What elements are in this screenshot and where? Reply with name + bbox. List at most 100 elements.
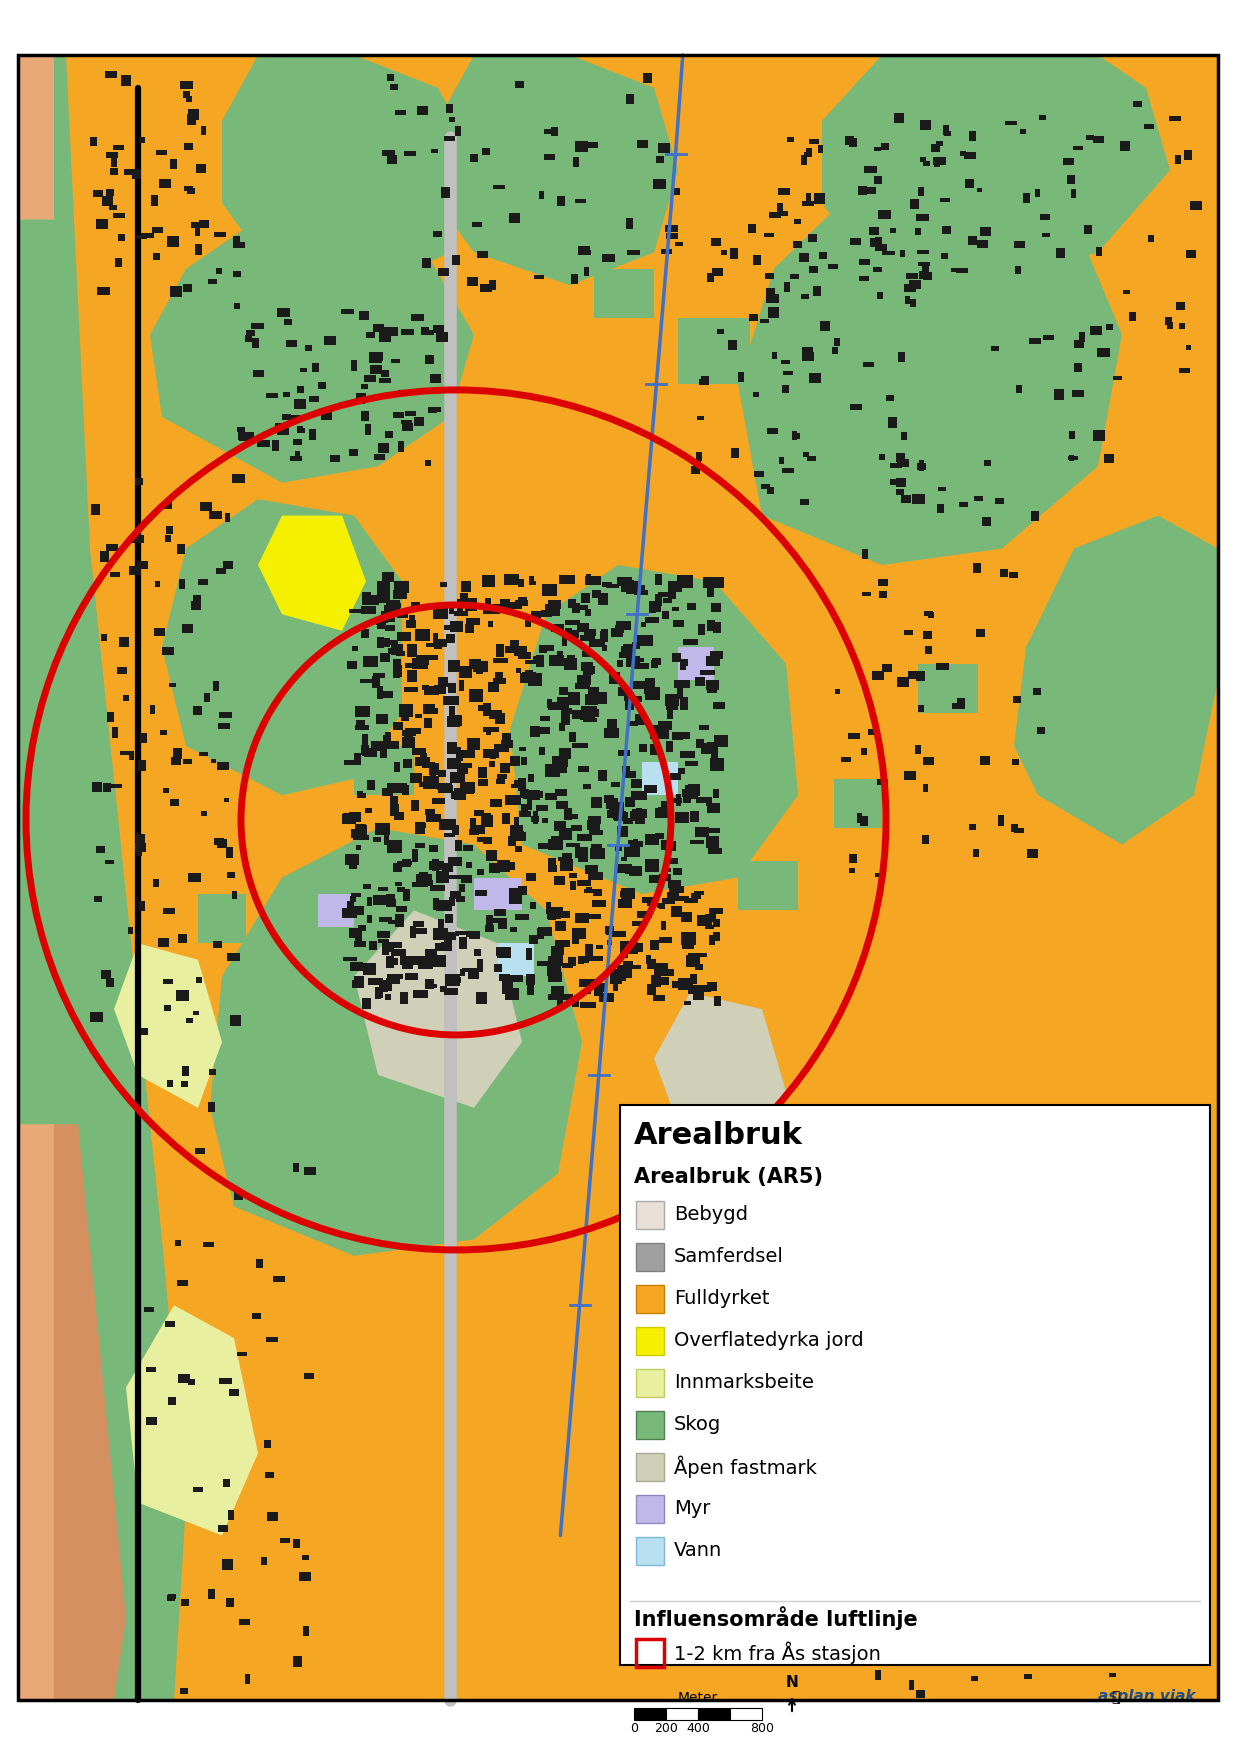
Bar [502, 741, 513, 748]
Bar [584, 890, 592, 893]
Polygon shape [19, 54, 66, 219]
Bar [362, 593, 370, 605]
Bar [675, 242, 683, 246]
Bar [549, 907, 564, 916]
Bar [302, 1555, 310, 1560]
Bar [387, 956, 394, 967]
Bar [396, 886, 405, 892]
Bar [440, 986, 446, 992]
Bar [237, 426, 244, 432]
Bar [1132, 100, 1142, 107]
Bar [309, 430, 316, 441]
Bar [705, 925, 714, 930]
Bar [228, 872, 235, 878]
Bar [483, 837, 492, 844]
Bar [923, 758, 934, 765]
Bar [616, 971, 627, 978]
Bar [387, 841, 403, 853]
Bar [1014, 240, 1025, 247]
Bar [680, 751, 695, 758]
Bar [510, 641, 519, 649]
Bar [904, 630, 913, 635]
Bar [182, 623, 193, 634]
Bar [820, 321, 830, 332]
Bar [581, 651, 591, 656]
Bar [560, 858, 572, 870]
Bar [166, 526, 173, 534]
Bar [778, 188, 789, 195]
Bar [940, 253, 948, 260]
Bar [218, 1525, 228, 1532]
Polygon shape [162, 498, 401, 795]
Bar [691, 465, 700, 474]
Bar [113, 728, 118, 737]
Bar [519, 788, 529, 799]
Bar [264, 1441, 271, 1448]
Bar [140, 734, 147, 742]
Bar [352, 646, 358, 651]
Bar [923, 784, 928, 792]
Bar [1027, 849, 1038, 858]
Bar [1014, 695, 1021, 702]
Bar [1097, 347, 1110, 356]
Bar [672, 906, 683, 916]
Bar [622, 765, 629, 777]
Bar [1144, 125, 1154, 128]
Bar [461, 876, 472, 883]
Bar [444, 834, 455, 837]
Bar [649, 939, 659, 949]
Bar [628, 656, 641, 667]
Bar [650, 730, 662, 739]
Bar [497, 948, 512, 958]
Bar [649, 725, 663, 735]
Bar [383, 326, 395, 335]
Bar [659, 937, 672, 942]
Bar [680, 913, 691, 923]
Bar [577, 879, 591, 886]
Bar [198, 893, 247, 942]
Bar [318, 893, 354, 927]
Bar [942, 226, 952, 235]
Bar [398, 783, 406, 792]
Bar [109, 205, 118, 211]
Bar [585, 576, 601, 584]
Bar [356, 825, 366, 830]
Bar [709, 577, 724, 588]
Bar [559, 688, 567, 695]
Text: 400: 400 [686, 1722, 710, 1736]
Bar [387, 893, 395, 904]
Bar [586, 574, 591, 583]
Bar [787, 137, 794, 142]
Bar [669, 886, 684, 893]
Bar [590, 639, 605, 648]
Bar [999, 816, 1004, 827]
Bar [1002, 1478, 1009, 1481]
Bar [290, 456, 302, 462]
Bar [413, 658, 427, 669]
Bar [695, 453, 703, 460]
Bar [446, 988, 457, 995]
Bar [626, 658, 637, 667]
Bar [532, 611, 541, 621]
Bar [926, 646, 932, 655]
Bar [195, 1148, 204, 1155]
Bar [452, 978, 461, 983]
Bar [615, 804, 620, 818]
Bar [933, 158, 947, 165]
Polygon shape [222, 54, 475, 286]
Bar [1023, 193, 1031, 204]
Bar [95, 846, 104, 853]
Bar [395, 881, 403, 886]
Bar [518, 597, 527, 602]
Bar [841, 756, 851, 762]
Bar [698, 416, 704, 419]
Bar [139, 902, 145, 911]
Bar [377, 930, 390, 939]
Bar [470, 154, 478, 161]
Bar [928, 612, 934, 618]
Bar [120, 751, 130, 755]
Bar [620, 1106, 1211, 1665]
Bar [861, 748, 867, 755]
Bar [359, 395, 364, 404]
Bar [115, 258, 121, 267]
